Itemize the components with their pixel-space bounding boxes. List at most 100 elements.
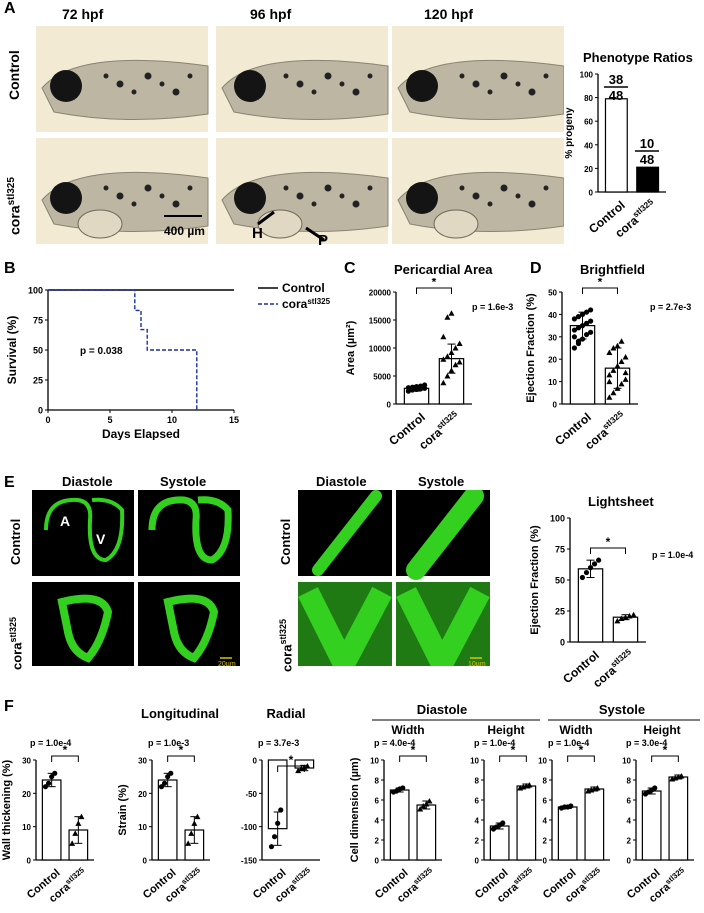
p-value: p = 1.0e-4	[548, 738, 589, 748]
pigment-spot	[528, 200, 536, 208]
e-row-label-control: Control	[8, 518, 23, 565]
data-point	[78, 813, 85, 820]
panel-letter-f: F	[4, 698, 14, 715]
fraction-denominator: 48	[609, 88, 623, 103]
pigment-spot	[515, 193, 521, 199]
embryo-eye	[50, 182, 82, 214]
y-axis-label: Strain (%)	[117, 784, 129, 836]
subgroup-title: Height	[643, 723, 680, 737]
y-tick-label: 8	[543, 777, 548, 786]
data-point	[188, 830, 195, 836]
embryo-body	[397, 59, 564, 121]
y-tick-label: 10	[538, 757, 547, 766]
significance-bracket	[590, 547, 626, 554]
data-point	[622, 376, 629, 382]
col-header-96hpf: 96 hpf	[250, 6, 292, 22]
significance-bracket	[277, 765, 305, 772]
data-point	[448, 367, 455, 373]
pigment-spot	[283, 73, 289, 79]
pigment-spot	[352, 200, 360, 208]
x-axis-label: Days Elapsed	[102, 427, 180, 440]
embryo-body	[41, 59, 209, 121]
data-point	[606, 378, 613, 385]
data-point	[571, 327, 578, 333]
y-tick-label: 20000	[369, 289, 392, 298]
data-point	[614, 342, 621, 349]
data-point	[417, 806, 424, 812]
pigment-spot	[283, 185, 289, 191]
pigment-spot	[172, 200, 180, 208]
y-tick-label: 0	[553, 401, 558, 410]
data-point	[413, 384, 420, 390]
data-point	[165, 774, 171, 780]
y-axis-label: Wall thickening (%)	[1, 759, 13, 860]
data-point	[444, 353, 451, 359]
data-point	[610, 367, 617, 373]
pigment-spot	[472, 192, 480, 200]
chamber-label-atrium: A	[60, 513, 70, 529]
pigment-spot	[116, 192, 124, 200]
y-tick-label: 60	[584, 118, 593, 127]
data-point	[158, 784, 165, 790]
heart-tube	[298, 586, 392, 666]
data-point	[278, 807, 284, 813]
y-tick-label: 4	[475, 817, 480, 826]
data-point	[440, 356, 447, 362]
pigment-spot	[324, 72, 332, 80]
y-tick-label: 6	[627, 797, 632, 806]
heart-outline	[163, 594, 219, 663]
bar-mutant	[416, 804, 437, 861]
heart-outline	[57, 594, 113, 663]
embryo-eye	[234, 70, 266, 102]
y-tick-label: 10	[138, 823, 147, 832]
y-tick-label: 75	[33, 316, 43, 326]
y-tick-label: 30	[22, 757, 31, 766]
p-value: p = 3.7e-3	[258, 738, 299, 748]
fraction-numerator: 38	[609, 72, 623, 87]
y-tick-label: 8	[627, 777, 632, 786]
significance-bracket	[416, 287, 452, 294]
survival-chart: 0 25 50 75 100 0 5 10 15 Days Elapsed Survival (%)…	[5, 281, 330, 440]
significance-bracket	[499, 755, 527, 762]
heart-fluorescence-left: A V 20µm	[32, 490, 240, 666]
heart-fluorescence-right: 10µm	[298, 490, 490, 666]
pigment-spot	[487, 201, 493, 207]
y-axis-label: Area (µm²)	[345, 320, 357, 375]
pigment-spot	[159, 193, 165, 199]
y-tick-label: 10	[470, 757, 479, 766]
pigment-spot	[131, 201, 137, 207]
panel-letter-c: C	[344, 260, 356, 277]
pigment-spot	[296, 192, 304, 200]
pericardial-edema	[257, 209, 303, 239]
data-point	[596, 557, 602, 563]
heart-outline	[44, 497, 125, 563]
data-point	[440, 379, 447, 386]
data-point	[271, 834, 278, 840]
p-value: p = 1.0e-3	[148, 738, 189, 748]
data-point	[614, 617, 621, 624]
y-tick-label: 5000	[373, 373, 391, 382]
y-tick-label: 75	[555, 545, 565, 555]
data-point	[579, 574, 586, 581]
legend-label-control: Control	[282, 281, 325, 295]
significance-bracket	[582, 287, 618, 294]
data-point	[571, 316, 578, 322]
data-point	[194, 813, 201, 820]
e-row-label-mutant-right: corastl325	[278, 619, 295, 672]
pigment-spot	[487, 89, 493, 95]
data-point	[405, 385, 412, 391]
bar-control	[641, 790, 662, 861]
group-title-systole: Systole	[599, 702, 645, 717]
scale-bar-label-a: 400 µm	[164, 224, 205, 238]
e-header-systole-right: Systole	[418, 474, 465, 489]
data-point	[409, 384, 416, 390]
significance-star: *	[289, 753, 294, 767]
subgroup-title: Height	[487, 723, 524, 737]
bar-control	[41, 779, 62, 861]
